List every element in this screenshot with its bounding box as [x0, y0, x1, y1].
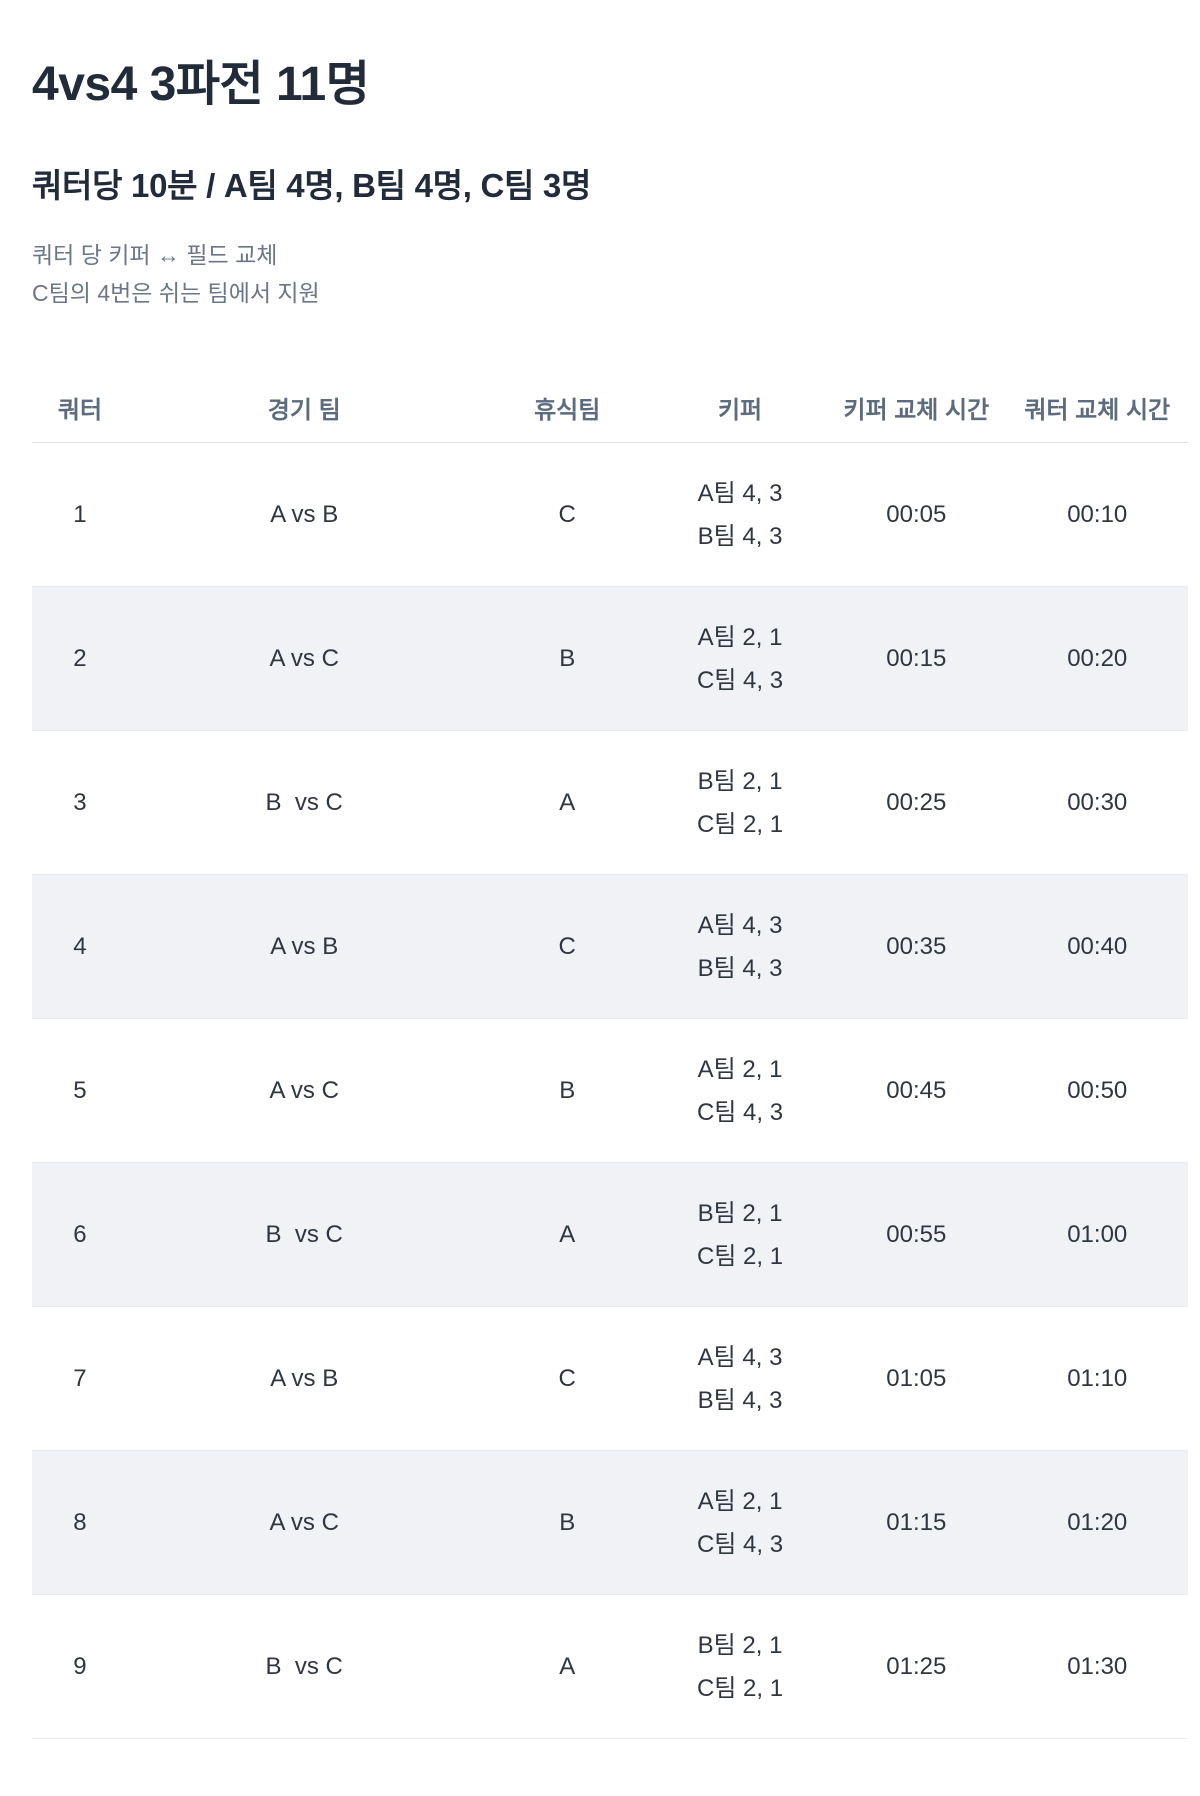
resting-team-cell: C — [480, 1306, 654, 1451]
match-cell: A vs C — [127, 586, 481, 731]
resting-team-cell: B — [480, 1450, 654, 1595]
quarter-swap-time-cell: 00:40 — [1006, 874, 1188, 1019]
quarter-swap-time-cell: 00:50 — [1006, 1018, 1188, 1163]
keeper-swap-time-cell: 01:05 — [826, 1306, 1007, 1451]
keeper-line: A팀 4, 3 — [697, 911, 783, 939]
table-row: 7 A vs B C A팀 4, 3 B팀 4, 3 01:05 01:10 — [32, 1306, 1188, 1451]
keeper-swap-time-cell: 00:15 — [826, 586, 1007, 731]
quarter-cell: 8 — [32, 1450, 128, 1595]
column-header-quarter: 쿼터 — [32, 342, 128, 443]
keeper-line: C팀 4, 3 — [696, 1098, 784, 1126]
keeper-line: A팀 4, 3 — [697, 1343, 783, 1371]
table-row: 4 A vs B C A팀 4, 3 B팀 4, 3 00:35 00:40 — [32, 874, 1188, 1019]
match-cell: A vs B — [127, 874, 481, 1019]
keeper-swap-time-cell: 01:15 — [826, 1450, 1007, 1595]
column-header-resting-team: 휴식팀 — [480, 342, 654, 443]
match-cell: B vs C — [127, 730, 481, 875]
quarter-cell: 9 — [32, 1594, 128, 1739]
resting-team-cell: B — [480, 1018, 654, 1163]
quarter-cell: 3 — [32, 730, 128, 875]
table-row: 6 B vs C A B팀 2, 1 C팀 2, 1 00:55 01:00 — [32, 1162, 1188, 1307]
match-cell: B vs C — [127, 1594, 481, 1739]
keeper-line: C팀 4, 3 — [696, 666, 784, 694]
quarter-swap-time-cell: 00:20 — [1006, 586, 1188, 731]
keeper-line: B팀 2, 1 — [697, 1631, 783, 1659]
quarter-cell: 7 — [32, 1306, 128, 1451]
resting-team-cell: C — [480, 874, 654, 1019]
resting-team-cell: B — [480, 586, 654, 731]
page-title: 4vs4 3파전 11명 — [32, 58, 370, 111]
match-cell: A vs C — [127, 1450, 481, 1595]
keeper-line: A팀 4, 3 — [697, 479, 783, 507]
keeper-line: B팀 4, 3 — [697, 954, 783, 982]
keeper-swap-time-cell: 01:25 — [826, 1594, 1007, 1739]
quarter-cell: 2 — [32, 586, 128, 731]
match-cell: A vs C — [127, 1018, 481, 1163]
keeper-swap-time-cell: 00:05 — [826, 442, 1007, 587]
quarter-cell: 1 — [32, 442, 128, 587]
quarter-cell: 4 — [32, 874, 128, 1019]
schedule-page: 4vs4 3파전 11명 쿼터당 10분 / A팀 4명, B팀 4명, C팀 … — [32, 58, 1188, 1739]
keeper-cell: A팀 2, 1 C팀 4, 3 — [653, 1450, 827, 1595]
column-header-quarter-swap-time: 쿼터 교체 시간 — [1006, 342, 1188, 443]
table-row: 3 B vs C A B팀 2, 1 C팀 2, 1 00:25 00:30 — [32, 730, 1188, 875]
keeper-cell: A팀 4, 3 B팀 4, 3 — [653, 442, 827, 587]
table-row: 2 A vs C B A팀 2, 1 C팀 4, 3 00:15 00:20 — [32, 586, 1188, 731]
keeper-line: C팀 4, 3 — [696, 1530, 784, 1558]
keeper-line: C팀 2, 1 — [696, 810, 784, 838]
quarter-swap-time-cell: 00:10 — [1006, 442, 1188, 587]
keeper-line: A팀 2, 1 — [697, 1487, 783, 1515]
quarter-swap-time-cell: 01:00 — [1006, 1162, 1188, 1307]
keeper-swap-time-cell: 00:45 — [826, 1018, 1007, 1163]
rotation-schedule-table: 쿼터 경기 팀 휴식팀 키퍼 키퍼 교체 시간 쿼터 교체 시간 1 A vs … — [32, 342, 1188, 1739]
note-keeper-field-swap: 쿼터 당 키퍼 ↔ 필드 교체 — [32, 242, 278, 268]
table-row: 9 B vs C A B팀 2, 1 C팀 2, 1 01:25 01:30 — [32, 1594, 1188, 1739]
match-cell: A vs B — [127, 1306, 481, 1451]
keeper-cell: A팀 4, 3 B팀 4, 3 — [653, 1306, 827, 1451]
quarter-cell: 6 — [32, 1162, 128, 1307]
resting-team-cell: A — [480, 1162, 654, 1307]
resting-team-cell: A — [480, 730, 654, 875]
keeper-line: A팀 2, 1 — [697, 623, 783, 651]
keeper-line: C팀 2, 1 — [696, 1242, 784, 1270]
match-cell: B vs C — [127, 1162, 481, 1307]
column-header-keeper-swap-time: 키퍼 교체 시간 — [826, 342, 1007, 443]
column-header-playing-teams: 경기 팀 — [127, 342, 481, 443]
keeper-cell: A팀 2, 1 C팀 4, 3 — [653, 1018, 827, 1163]
note-c-team-support: C팀의 4번은 쉬는 팀에서 지원 — [32, 280, 320, 306]
table-header: 쿼터 경기 팀 휴식팀 키퍼 키퍼 교체 시간 쿼터 교체 시간 — [32, 342, 1188, 443]
table-row: 1 A vs B C A팀 4, 3 B팀 4, 3 00:05 00:10 — [32, 442, 1188, 587]
keeper-line: B팀 2, 1 — [697, 1199, 783, 1227]
keeper-swap-time-cell: 00:25 — [826, 730, 1007, 875]
table-row: 8 A vs C B A팀 2, 1 C팀 4, 3 01:15 01:20 — [32, 1450, 1188, 1595]
match-cell: A vs B — [127, 442, 481, 587]
keeper-swap-time-cell: 00:35 — [826, 874, 1007, 1019]
quarter-swap-time-cell: 01:30 — [1006, 1594, 1188, 1739]
column-header-keeper: 키퍼 — [653, 342, 827, 443]
quarter-swap-time-cell: 01:20 — [1006, 1450, 1188, 1595]
table-row: 5 A vs C B A팀 2, 1 C팀 4, 3 00:45 00:50 — [32, 1018, 1188, 1163]
keeper-line: B팀 4, 3 — [697, 522, 783, 550]
keeper-cell: B팀 2, 1 C팀 2, 1 — [653, 1594, 827, 1739]
quarter-swap-time-cell: 01:10 — [1006, 1306, 1188, 1451]
keeper-line: A팀 2, 1 — [697, 1055, 783, 1083]
keeper-cell: A팀 2, 1 C팀 4, 3 — [653, 586, 827, 731]
keeper-line: C팀 2, 1 — [696, 1674, 784, 1702]
keeper-cell: A팀 4, 3 B팀 4, 3 — [653, 874, 827, 1019]
quarter-cell: 5 — [32, 1018, 128, 1163]
resting-team-cell: A — [480, 1594, 654, 1739]
keeper-cell: B팀 2, 1 C팀 2, 1 — [653, 730, 827, 875]
keeper-swap-time-cell: 00:55 — [826, 1162, 1007, 1307]
keeper-line: B팀 2, 1 — [697, 767, 783, 795]
resting-team-cell: C — [480, 442, 654, 587]
quarter-swap-time-cell: 00:30 — [1006, 730, 1188, 875]
keeper-cell: B팀 2, 1 C팀 2, 1 — [653, 1162, 827, 1307]
page-subtitle: 쿼터당 10분 / A팀 4명, B팀 4명, C팀 3명 — [32, 167, 592, 204]
keeper-line: B팀 4, 3 — [697, 1386, 783, 1414]
